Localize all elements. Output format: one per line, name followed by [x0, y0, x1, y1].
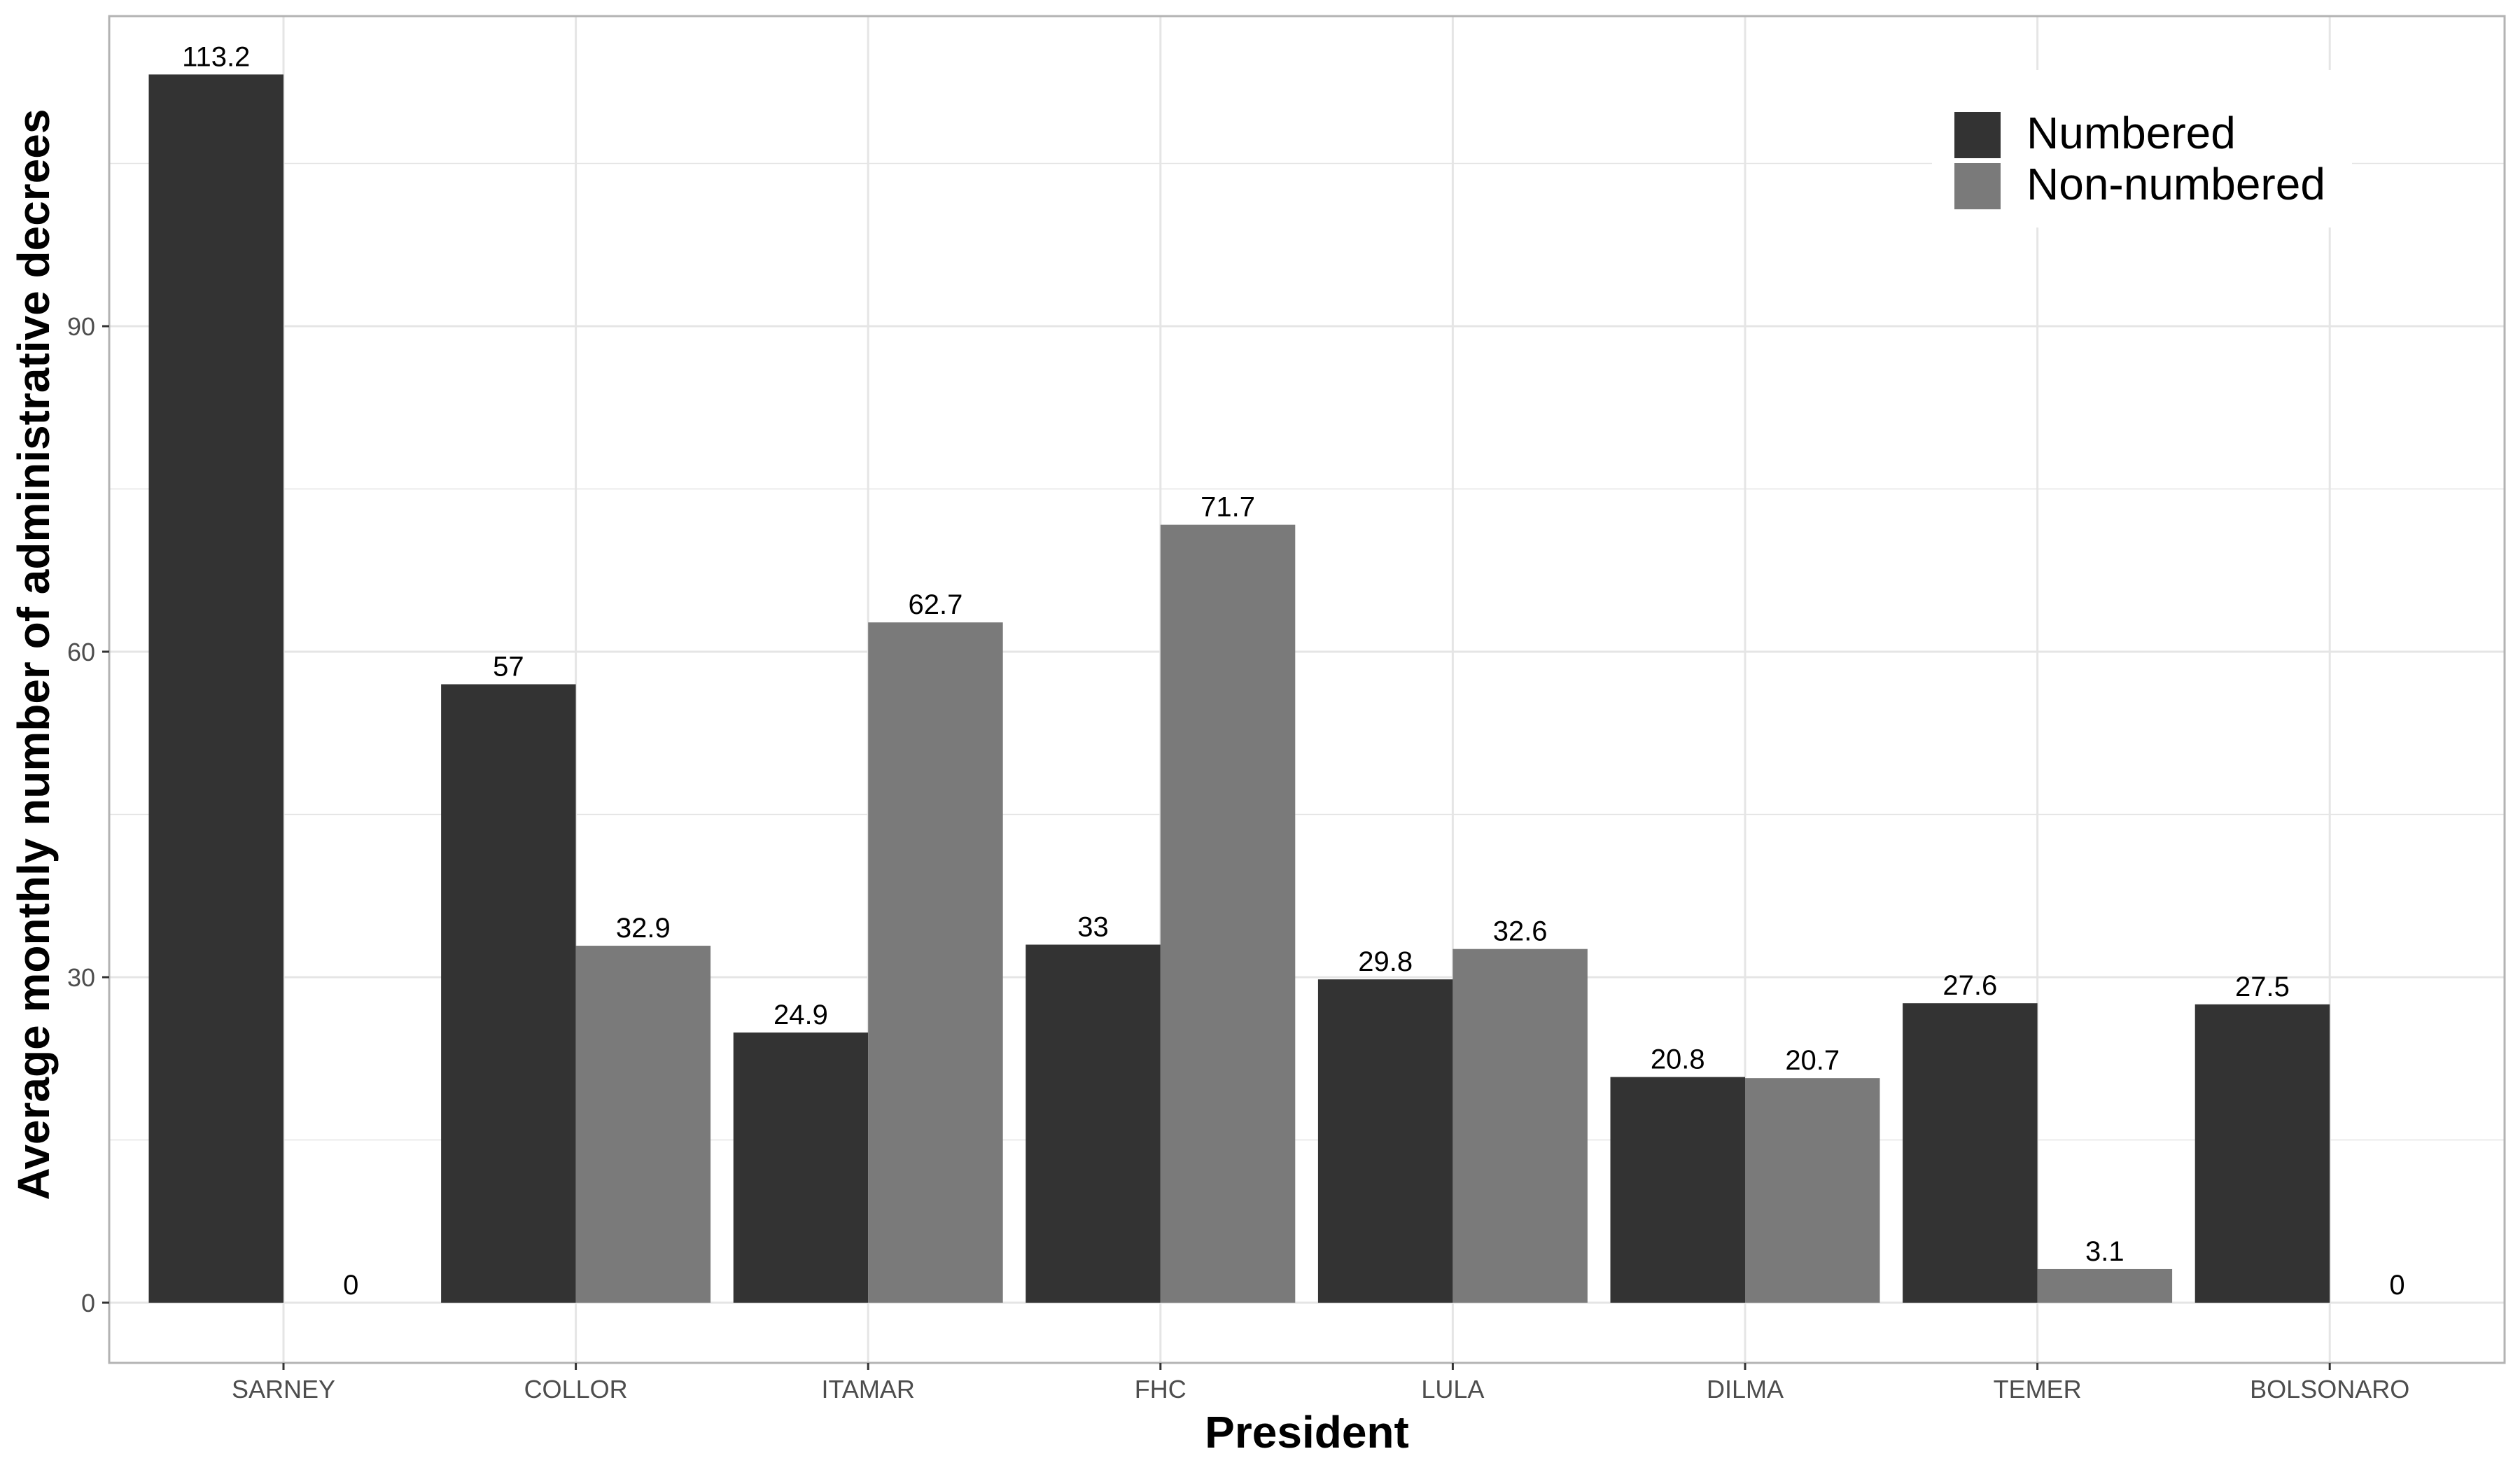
data-label: 32.6 — [1493, 916, 1548, 947]
data-label: 113.2 — [182, 41, 250, 72]
data-label: 20.8 — [1651, 1044, 1705, 1075]
y-axis-ticks: 0 30 60 90 — [67, 312, 109, 1317]
data-label: 3.1 — [2085, 1236, 2124, 1267]
x-axis-ticks: SARNEY COLLOR ITAMAR FHC LULA DILMA TEMER BOLSO… — [232, 1363, 2409, 1404]
bar-lula-numbered — [1317, 979, 1453, 1303]
bar-collor-non-numbered — [575, 946, 711, 1303]
data-label: 20.7 — [1785, 1045, 1840, 1076]
data-label: 0 — [2389, 1270, 2404, 1301]
bar-itamar-non-numbered — [868, 622, 1003, 1303]
bar-fhc-numbered — [1026, 944, 1161, 1303]
x-tick-label: FHC — [1135, 1375, 1186, 1404]
x-tick-label: BOLSONARO — [2250, 1375, 2409, 1404]
bar-dilma-non-numbered — [1745, 1078, 1880, 1303]
x-tick-label: SARNEY — [232, 1375, 335, 1404]
data-label: 27.6 — [1942, 970, 1997, 1001]
x-tick-label: LULA — [1421, 1375, 1484, 1404]
data-label: 27.5 — [2235, 972, 2290, 1002]
legend-background — [1932, 70, 2352, 227]
data-label: 32.9 — [616, 913, 671, 944]
data-label: 62.7 — [909, 589, 963, 620]
bars — [148, 74, 2330, 1303]
x-tick-label: DILMA — [1707, 1375, 1784, 1404]
x-tick-label: COLLOR — [524, 1375, 628, 1404]
data-label: 29.8 — [1358, 946, 1413, 977]
legend-label: Numbered — [2026, 108, 2236, 158]
data-label: 71.7 — [1200, 492, 1255, 523]
y-tick-label: 90 — [67, 312, 95, 341]
bar-itamar-numbered — [733, 1032, 869, 1303]
bar-dilma-numbered — [1610, 1077, 1745, 1303]
y-tick-label: 30 — [67, 963, 95, 992]
bar-temer-numbered — [1903, 1003, 2038, 1303]
bar-lula-non-numbered — [1452, 948, 1588, 1303]
x-tick-label: ITAMAR — [822, 1375, 915, 1404]
legend-key-non-numbered — [1954, 163, 2001, 209]
bar-bolsonaro-numbered — [2194, 1004, 2330, 1303]
y-axis-title: Average monthly number of administrative… — [8, 109, 59, 1200]
panel-border — [108, 15, 2506, 1364]
bar-collor-numbered — [441, 684, 576, 1303]
legend-key-numbered — [1954, 112, 2001, 158]
bar-sarney-numbered — [148, 74, 284, 1303]
legend-label: Non-numbered — [2026, 159, 2325, 209]
data-label: 0 — [343, 1270, 358, 1301]
x-axis-title: President — [1205, 1407, 1409, 1457]
bar-fhc-non-numbered — [1160, 524, 1296, 1303]
data-label: 24.9 — [774, 1000, 828, 1030]
data-label: 33 — [1077, 912, 1109, 943]
y-tick-label: 0 — [81, 1289, 95, 1317]
data-labels: 113.2 57 24.9 33 29.8 20.8 27.6 27.5 0 32.9 62.7 71… — [182, 41, 2404, 1301]
bar-temer-non-numbered — [2037, 1268, 2173, 1303]
y-tick-label: 60 — [67, 638, 95, 666]
data-label: 57 — [493, 652, 524, 682]
x-tick-label: TEMER — [1994, 1375, 2082, 1404]
